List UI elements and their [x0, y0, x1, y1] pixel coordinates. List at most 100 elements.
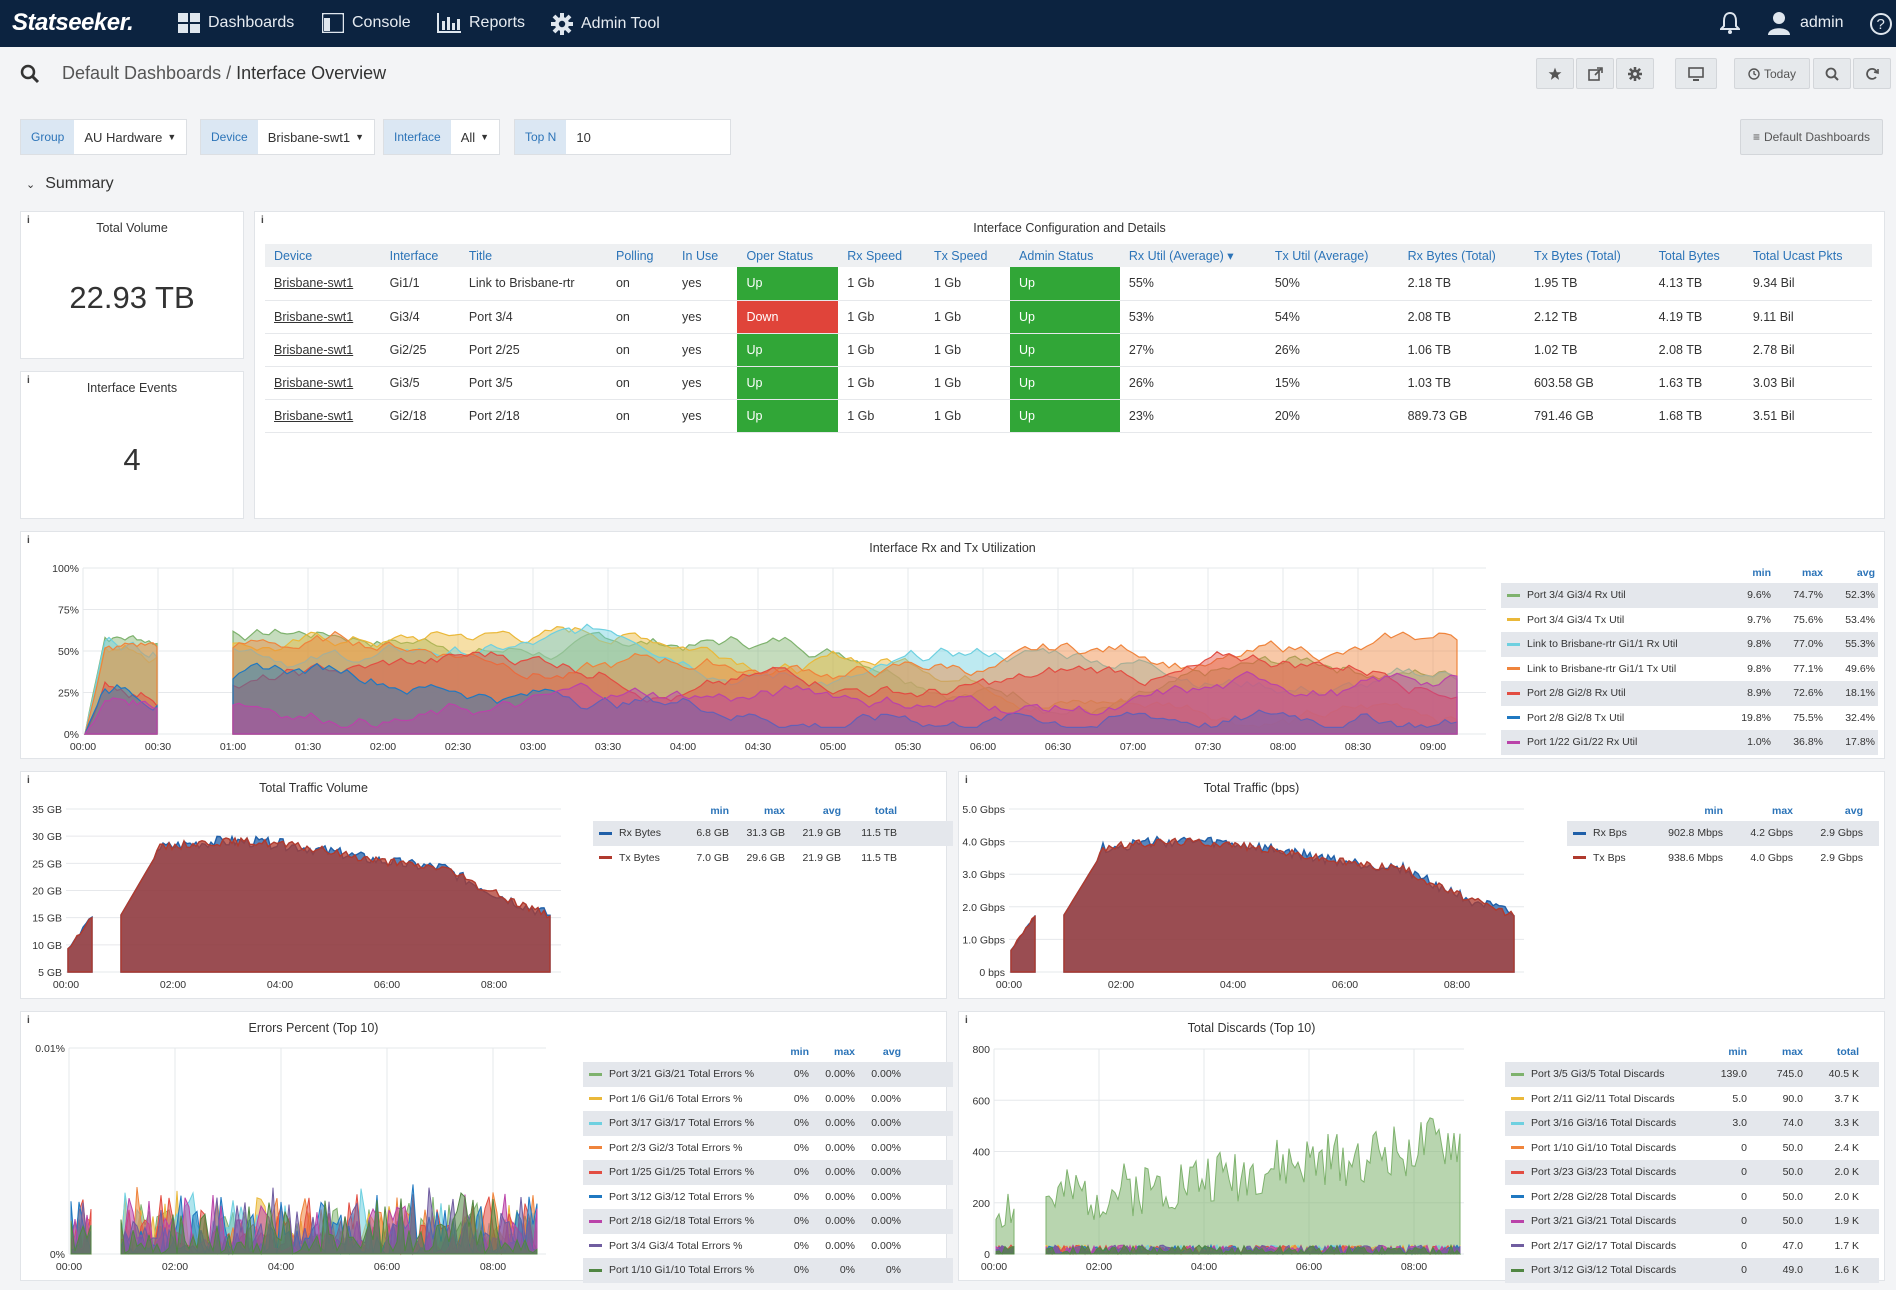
cell-device[interactable]: Brisbane-swt1	[265, 399, 381, 433]
nav-reports[interactable]: Reports	[437, 13, 525, 33]
util-chart[interactable]: 0% 25% 50% 75% 100% 00:00 00:30 01:00 01:30 02:00…	[21, 532, 1501, 760]
legend-col-max[interactable]: max	[1781, 1046, 1803, 1058]
col-header-tx-speed[interactable]: Tx Speed	[924, 244, 1011, 267]
legend-item[interactable]: Port 3/23 Gi3/23 Total Discards 0 50.0 2.0 …	[1505, 1160, 1879, 1185]
nav-dashboards[interactable]: Dashboards	[178, 13, 294, 33]
legend-item[interactable]: Port 1/25 Gi1/25 Total Errors % 0% 0.00% 0.…	[583, 1160, 953, 1185]
legend-col-min[interactable]: min	[710, 805, 729, 817]
legend-col-total[interactable]: total	[874, 805, 897, 817]
nav-console[interactable]: Console	[322, 13, 411, 33]
search-icon[interactable]	[20, 64, 40, 84]
bell-icon[interactable]	[1720, 12, 1740, 34]
info-icon[interactable]: i	[27, 535, 30, 546]
legend-col-min[interactable]: min	[1704, 805, 1723, 817]
legend-item[interactable]: Port 3/12 Gi3/12 Total Errors % 0% 0.00% 0.…	[583, 1185, 953, 1210]
legend-col-max[interactable]: max	[1771, 805, 1793, 817]
legend-col-min[interactable]: min	[790, 1046, 809, 1058]
legend-item[interactable]: Rx Bps 902.8 Mbps 4.2 Gbps 2.9 Gbps	[1567, 821, 1879, 846]
legend-item[interactable]: Port 3/21 Gi3/21 Total Discards 0 50.0 1.9 …	[1505, 1209, 1879, 1234]
traffic-volume-chart[interactable]: 5 GB 10 GB 15 GB 20 GB 25 GB 30 GB 35 GB 00:00 0…	[21, 772, 601, 1000]
errors-chart[interactable]: 0% 0.01% 00:00 02:00 04:00 06:00 08:00	[21, 1012, 581, 1282]
group-select[interactable]: AU Hardware ▼	[74, 120, 186, 154]
nav-admin-tool[interactable]: Admin Tool	[551, 13, 660, 35]
legend-item[interactable]: Port 3/5 Gi3/5 Total Discards 139.0 745.0 4…	[1505, 1062, 1879, 1087]
legend-col-max[interactable]: max	[833, 1046, 855, 1058]
legend-item[interactable]: Port 2/3 Gi2/3 Total Errors % 0% 0.00% 0.00…	[583, 1136, 953, 1161]
zoom-out-button[interactable]	[1813, 58, 1851, 89]
legend-col-avg[interactable]: avg	[1856, 567, 1875, 579]
traffic-bps-chart[interactable]: 0 bps 1.0 Gbps 2.0 Gbps 3.0 Gbps 4.0 Gbps 5.0…	[959, 772, 1539, 1000]
legend-col-min[interactable]: min	[1728, 1046, 1747, 1058]
legend-item[interactable]: Link to Brisbane-rtr Gi1/1 Tx Util 9.8% 77…	[1501, 657, 1878, 682]
device-select[interactable]: Brisbane-swt1 ▼	[258, 120, 374, 154]
topn-input[interactable]: 10	[566, 120, 730, 154]
col-header-total-bytes[interactable]: Total Bytes	[1649, 244, 1744, 267]
tv-mode-button[interactable]	[1675, 58, 1717, 89]
cell-device[interactable]: Brisbane-swt1	[265, 300, 381, 334]
legend-col-total[interactable]: total	[1836, 1046, 1859, 1058]
col-header-tx-bytes-total[interactable]: Tx Bytes (Total)	[1524, 244, 1650, 267]
refresh-button[interactable]	[1853, 58, 1891, 89]
summary-row-toggle[interactable]: ⌄ Summary	[26, 175, 114, 193]
cell-device[interactable]: Brisbane-swt1	[265, 366, 381, 400]
discards-chart[interactable]: 0 200 400 600 800 00:00 02:00 04:00 06:00 08:00	[959, 1012, 1519, 1282]
legend-item[interactable]: Port 3/4 Gi3/4 Total Errors % 0% 0.00% 0.00…	[583, 1234, 953, 1259]
col-header-polling[interactable]: Polling	[606, 244, 674, 267]
legend-item[interactable]: Link to Brisbane-rtr Gi1/1 Rx Util 9.8% 77…	[1501, 632, 1878, 657]
star-button[interactable]	[1536, 58, 1574, 89]
col-header-rx-speed[interactable]: Rx Speed	[838, 244, 925, 267]
col-header-in-use[interactable]: In Use	[673, 244, 738, 267]
col-header-rx-bytes-total[interactable]: Rx Bytes (Total)	[1398, 244, 1525, 267]
col-header-rx-util-average[interactable]: Rx Util (Average) ▾	[1119, 244, 1266, 267]
legend-item[interactable]: Port 3/16 Gi3/16 Total Discards 3.0 74.0 3.…	[1505, 1111, 1879, 1136]
legend-col-max[interactable]: max	[763, 805, 785, 817]
info-icon[interactable]: i	[965, 1015, 968, 1026]
legend-item[interactable]: Port 2/11 Gi2/11 Total Discards 5.0 90.0 3.…	[1505, 1087, 1879, 1112]
col-header-interface[interactable]: Interface	[380, 244, 460, 267]
settings-button[interactable]	[1616, 58, 1654, 89]
legend-item[interactable]: Port 2/8 Gi2/8 Tx Util 19.8% 75.5% 32.4%	[1501, 706, 1878, 731]
legend-item[interactable]: Port 3/4 Gi3/4 Rx Util 9.6% 74.7% 52.3%	[1501, 583, 1878, 608]
legend-item[interactable]: Rx Bytes 6.8 GB 31.3 GB 21.9 GB 11.5 TB	[593, 821, 953, 846]
legend-item[interactable]: Port 3/21 Gi3/21 Total Errors % 0% 0.00% 0.…	[583, 1062, 953, 1087]
legend-item[interactable]: Port 3/4 Gi3/4 Tx Util 9.7% 75.6% 53.4%	[1501, 608, 1878, 633]
legend-col-avg[interactable]: avg	[822, 805, 841, 817]
legend-item[interactable]: Port 1/10 Gi1/10 Total Discards 0 50.0 2.4 …	[1505, 1136, 1879, 1161]
col-header-total-ucast-pkts[interactable]: Total Ucast Pkts	[1743, 244, 1872, 267]
legend-item[interactable]: Port 1/22 Gi1/22 Rx Util 1.0% 36.8% 17.8%	[1501, 730, 1878, 755]
col-header-tx-util-average[interactable]: Tx Util (Average)	[1265, 244, 1399, 267]
legend-col-avg[interactable]: avg	[1844, 805, 1863, 817]
legend-item[interactable]: Tx Bps 938.6 Mbps 4.0 Gbps 2.9 Gbps	[1567, 846, 1879, 871]
share-button[interactable]	[1576, 58, 1614, 89]
brand-logo[interactable]: Statseeker.	[12, 9, 134, 36]
col-header-admin-status[interactable]: Admin Status	[1010, 244, 1120, 267]
info-icon[interactable]: i	[27, 375, 30, 386]
info-icon[interactable]: i	[27, 1015, 30, 1026]
legend-item[interactable]: Port 2/18 Gi2/18 Total Errors % 0% 0.00% 0.…	[583, 1209, 953, 1234]
info-icon[interactable]: i	[965, 775, 968, 786]
info-icon[interactable]: i	[27, 215, 30, 226]
col-header-title[interactable]: Title	[459, 244, 607, 267]
legend-item[interactable]: Port 3/17 Gi3/17 Total Errors % 0% 0.00% 0.…	[583, 1111, 953, 1136]
legend-col-max[interactable]: max	[1801, 567, 1823, 579]
legend-item[interactable]: Port 2/8 Gi2/8 Rx Util 8.9% 72.6% 18.1%	[1501, 681, 1878, 706]
legend-col-avg[interactable]: avg	[882, 1046, 901, 1058]
legend-item[interactable]: Port 1/6 Gi1/6 Total Errors % 0% 0.00% 0.00…	[583, 1087, 953, 1112]
help-icon[interactable]: ?	[1869, 12, 1893, 36]
legend-item[interactable]: Port 1/10 Gi1/10 Total Errors % 0% 0% 0%	[583, 1258, 953, 1283]
default-dashboards-button[interactable]: ≡ Default Dashboards	[1740, 119, 1883, 155]
breadcrumb-parent[interactable]: Default Dashboards	[62, 63, 222, 83]
info-icon[interactable]: i	[27, 775, 30, 786]
col-header-oper-status[interactable]: Oper Status	[737, 244, 839, 267]
user-menu[interactable]: admin	[1768, 11, 1844, 35]
cell-device[interactable]: Brisbane-swt1	[265, 333, 381, 367]
interface-select[interactable]: All ▼	[451, 120, 499, 154]
legend-item[interactable]: Port 2/28 Gi2/28 Total Discards 0 50.0 2.0 …	[1505, 1185, 1879, 1210]
legend-item[interactable]: Port 3/12 Gi3/12 Total Discards 0 49.0 1.6 …	[1505, 1258, 1879, 1283]
legend-item[interactable]: Port 2/17 Gi2/17 Total Discards 0 47.0 1.7 …	[1505, 1234, 1879, 1259]
legend-col-min[interactable]: min	[1752, 567, 1771, 579]
info-icon[interactable]: i	[261, 215, 264, 226]
cell-device[interactable]: Brisbane-swt1	[265, 267, 381, 301]
time-range-button[interactable]: Today	[1734, 58, 1810, 89]
legend-item[interactable]: Tx Bytes 7.0 GB 29.6 GB 21.9 GB 11.5 TB	[593, 846, 953, 871]
